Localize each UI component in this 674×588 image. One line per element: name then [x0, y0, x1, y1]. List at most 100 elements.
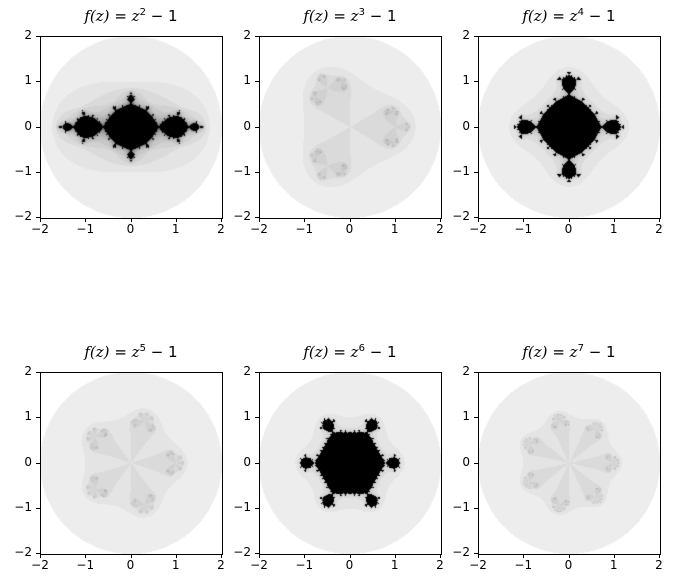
y-tick-label: −2	[14, 545, 32, 559]
x-tick	[175, 554, 177, 558]
y-tick-label: −1	[14, 499, 32, 514]
subplot-6: f(z) = z7 − 1 −2 −1 0 1 2 2 1 0 −1 −2	[452, 343, 663, 572]
x-tick	[85, 218, 87, 222]
y-tick-label: 2	[243, 28, 251, 42]
axes-frame	[259, 372, 442, 555]
x-tick-label: −2	[31, 222, 49, 236]
x-tick	[259, 218, 260, 222]
y-tick-label: 0	[243, 118, 251, 133]
julia-image	[478, 372, 660, 554]
subplot-title: f(z) = z2 − 1	[84, 7, 178, 25]
x-tick-label: 1	[390, 558, 399, 572]
x-tick	[221, 218, 222, 222]
y-tick	[255, 462, 259, 464]
x-tick	[659, 554, 660, 558]
x-tick-label: 1	[609, 222, 618, 236]
y-tick-label: 1	[462, 409, 470, 424]
y-tick	[255, 126, 259, 128]
axes-frame	[259, 36, 442, 219]
x-tick-label: 0	[345, 558, 354, 572]
y-tick	[36, 417, 40, 419]
x-tick	[221, 554, 222, 558]
y-tick	[474, 171, 478, 173]
y-tick-label: −2	[452, 209, 470, 223]
x-tick-label: 2	[436, 558, 444, 572]
x-tick-label: 0	[564, 222, 573, 236]
x-tick	[523, 554, 525, 558]
subplot-1: f(z) = z2 − 1 −2 −1 0 1 2 2 1 0 −1 −2	[14, 7, 225, 236]
x-tick	[85, 554, 87, 558]
x-tick	[568, 554, 570, 558]
y-tick-label: 1	[243, 73, 251, 88]
y-tick-label: 2	[462, 28, 470, 42]
x-tick	[304, 218, 306, 222]
x-tick-label: −2	[469, 558, 487, 572]
x-tick	[613, 554, 615, 558]
julia-image	[40, 372, 222, 554]
x-tick-label: 0	[126, 558, 135, 572]
y-tick-label: −2	[14, 209, 32, 223]
subplot-5: f(z) = z6 − 1 −2 −1 0 1 2 2 1 0 −1 −2	[233, 343, 444, 572]
y-tick-label: 0	[462, 454, 470, 469]
y-tick	[474, 372, 478, 373]
y-tick-label: 2	[24, 28, 32, 42]
y-tick	[474, 417, 478, 419]
x-tick	[394, 218, 396, 222]
x-tick-label: −1	[514, 558, 533, 572]
julia-image	[478, 36, 660, 218]
subplot-title: f(z) = z5 − 1	[84, 343, 178, 361]
x-tick-label: 2	[436, 222, 444, 236]
x-tick-label: 2	[217, 558, 225, 572]
y-tick	[36, 171, 40, 173]
y-tick-label: 0	[462, 118, 470, 133]
y-tick-label: −1	[233, 163, 251, 178]
y-tick	[36, 372, 40, 373]
x-tick	[613, 218, 615, 222]
y-tick	[474, 81, 478, 83]
x-tick-label: 2	[217, 222, 225, 236]
subplot-title: f(z) = z6 − 1	[303, 343, 397, 361]
x-tick-label: 0	[564, 558, 573, 572]
x-tick-label: −1	[76, 558, 95, 572]
subplot-title: f(z) = z7 − 1	[522, 343, 616, 361]
julia-image	[40, 36, 222, 218]
subplot-title: f(z) = z3 − 1	[303, 7, 397, 25]
y-tick	[474, 507, 478, 509]
y-tick-label: 1	[462, 73, 470, 88]
julia-image	[259, 36, 441, 218]
y-tick	[36, 462, 40, 464]
y-tick	[474, 126, 478, 128]
y-tick	[255, 417, 259, 419]
y-tick-label: −1	[14, 163, 32, 178]
x-tick-label: −2	[250, 222, 268, 236]
x-tick	[394, 554, 396, 558]
x-tick	[440, 218, 441, 222]
axes-frame	[478, 372, 661, 555]
subplot-4: f(z) = z5 − 1 −2 −1 0 1 2 2 1 0 −1 −2	[14, 343, 225, 572]
x-tick	[259, 554, 260, 558]
x-tick	[40, 218, 41, 222]
y-tick-label: 1	[24, 409, 32, 424]
x-tick-label: −1	[76, 222, 95, 236]
x-tick	[523, 218, 525, 222]
x-tick-label: 1	[171, 222, 180, 236]
y-tick-label: 2	[243, 364, 251, 378]
subplot-title: f(z) = z4 − 1	[522, 7, 616, 25]
x-tick-label: −2	[31, 558, 49, 572]
y-tick	[255, 507, 259, 509]
x-tick-label: −1	[295, 222, 314, 236]
y-tick	[474, 462, 478, 464]
y-tick	[36, 217, 40, 218]
y-tick-label: −1	[452, 163, 470, 178]
x-tick	[40, 554, 41, 558]
y-tick-label: 2	[462, 364, 470, 378]
x-tick-label: 0	[345, 222, 354, 236]
x-tick-label: 2	[655, 558, 663, 572]
x-tick-label: −2	[250, 558, 268, 572]
y-tick	[255, 553, 259, 554]
y-tick	[36, 553, 40, 554]
y-tick-label: −1	[233, 499, 251, 514]
y-tick	[255, 36, 259, 37]
x-tick	[478, 218, 479, 222]
x-tick	[349, 554, 351, 558]
